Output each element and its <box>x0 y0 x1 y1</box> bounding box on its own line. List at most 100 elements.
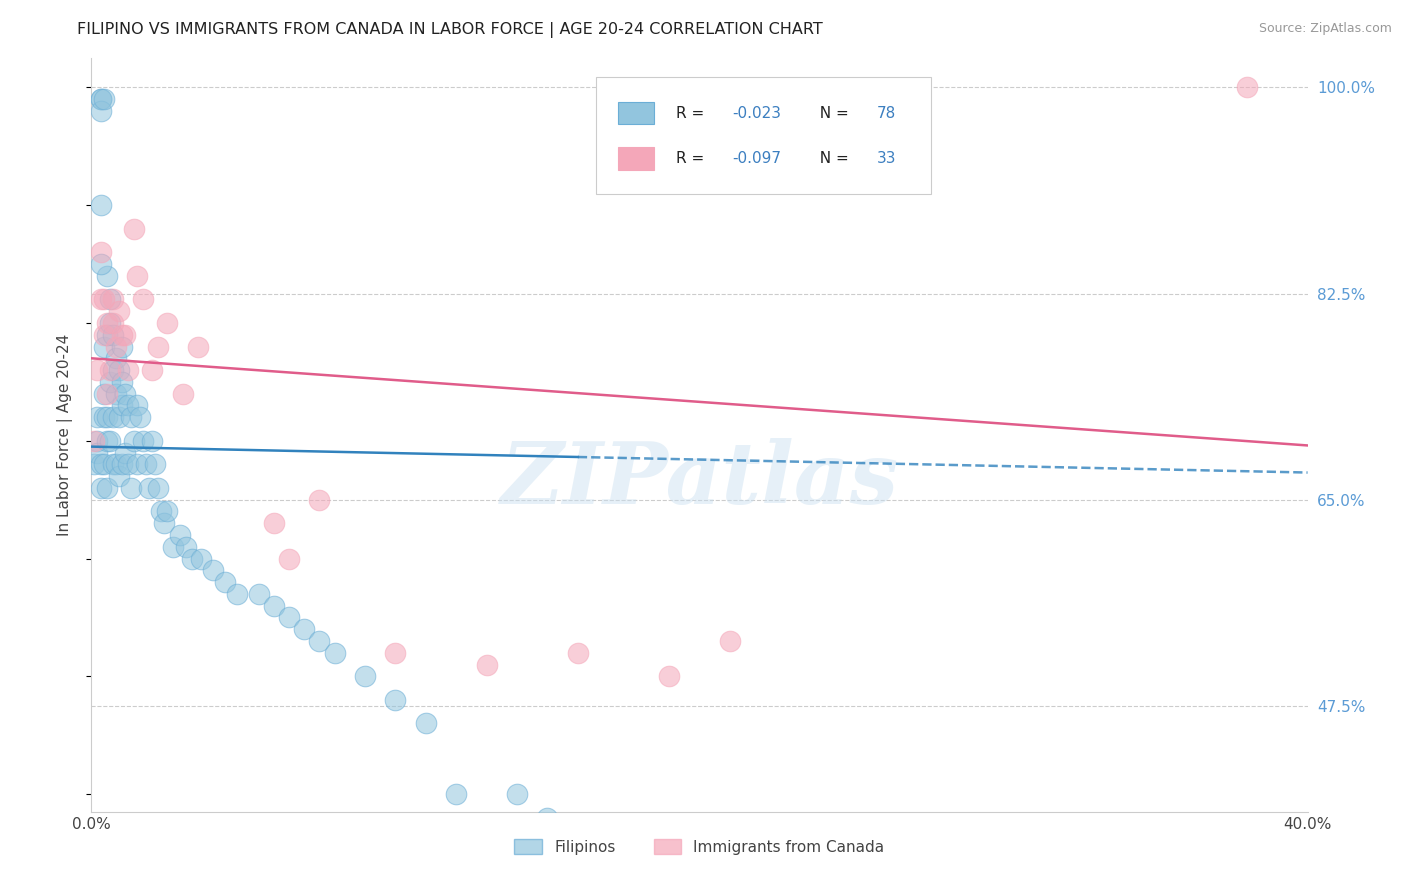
Point <box>226 587 249 601</box>
Point <box>101 316 124 330</box>
FancyBboxPatch shape <box>596 77 931 194</box>
Text: N =: N = <box>810 151 853 166</box>
Point <box>96 268 118 283</box>
Point <box>308 492 330 507</box>
Point <box>83 458 105 472</box>
Point <box>125 398 148 412</box>
Point <box>89 257 111 271</box>
Point <box>83 434 105 448</box>
Point <box>111 327 134 342</box>
Point <box>98 434 121 448</box>
Text: -0.023: -0.023 <box>733 105 782 120</box>
Point <box>101 327 124 342</box>
Point <box>111 398 134 412</box>
Point <box>104 458 127 472</box>
Point <box>114 445 136 459</box>
Point <box>141 434 163 448</box>
Point <box>96 434 118 448</box>
Point <box>143 458 166 472</box>
Point <box>96 481 118 495</box>
Text: ZIPatlas: ZIPatlas <box>501 438 898 522</box>
Point <box>156 504 179 518</box>
Point <box>86 363 108 377</box>
Point <box>156 316 179 330</box>
Point <box>415 716 437 731</box>
Legend: Filipinos, Immigrants from Canada: Filipinos, Immigrants from Canada <box>509 832 890 861</box>
Point <box>308 634 330 648</box>
Point <box>104 339 127 353</box>
Point <box>89 92 111 106</box>
Point <box>114 327 136 342</box>
Point <box>101 293 124 307</box>
Point <box>162 540 184 554</box>
Point <box>132 434 155 448</box>
Point <box>98 293 121 307</box>
Bar <box>619 102 654 124</box>
Point <box>187 339 209 353</box>
Point <box>98 363 121 377</box>
Point <box>111 458 134 472</box>
Point <box>125 268 148 283</box>
Point <box>89 103 111 118</box>
Point <box>129 410 152 425</box>
Point <box>125 458 148 472</box>
Point <box>96 327 118 342</box>
Point <box>138 481 160 495</box>
Point <box>444 787 467 801</box>
Text: N =: N = <box>810 105 853 120</box>
Point <box>96 386 118 401</box>
Point <box>89 293 111 307</box>
Point <box>117 398 139 412</box>
Point <box>292 622 315 636</box>
Text: R =: R = <box>676 105 710 120</box>
Text: R =: R = <box>676 151 710 166</box>
Point <box>263 599 285 613</box>
Point <box>101 363 124 377</box>
Text: 78: 78 <box>877 105 896 120</box>
Point <box>89 481 111 495</box>
Text: 33: 33 <box>877 151 897 166</box>
Point <box>1236 80 1258 95</box>
Point <box>89 458 111 472</box>
Point <box>169 528 191 542</box>
Text: FILIPINO VS IMMIGRANTS FROM CANADA IN LABOR FORCE | AGE 20-24 CORRELATION CHART: FILIPINO VS IMMIGRANTS FROM CANADA IN LA… <box>77 22 823 38</box>
Point <box>117 458 139 472</box>
Point <box>278 551 301 566</box>
Point <box>658 669 681 683</box>
Point <box>93 386 115 401</box>
Point <box>89 198 111 212</box>
Point <box>247 587 270 601</box>
Point <box>101 458 124 472</box>
Point <box>278 610 301 624</box>
Point <box>174 540 197 554</box>
Point <box>111 339 134 353</box>
Point <box>107 410 129 425</box>
Text: Source: ZipAtlas.com: Source: ZipAtlas.com <box>1258 22 1392 36</box>
Point <box>120 481 142 495</box>
Point <box>718 634 741 648</box>
Point <box>132 293 155 307</box>
Point <box>180 551 202 566</box>
Point <box>150 504 173 518</box>
Point <box>141 363 163 377</box>
Point <box>148 339 170 353</box>
Point <box>93 327 115 342</box>
Point <box>135 458 157 472</box>
Point <box>153 516 176 531</box>
Point <box>384 693 406 707</box>
Point <box>104 386 127 401</box>
Point <box>506 787 529 801</box>
Point <box>202 563 225 577</box>
Point <box>384 646 406 660</box>
Point <box>214 575 236 590</box>
Point <box>567 646 589 660</box>
Point <box>104 351 127 366</box>
Point <box>107 304 129 318</box>
Point <box>111 375 134 389</box>
Point <box>96 410 118 425</box>
Point <box>117 363 139 377</box>
Point <box>122 221 145 235</box>
Point <box>98 375 121 389</box>
Point <box>86 445 108 459</box>
Point <box>101 410 124 425</box>
